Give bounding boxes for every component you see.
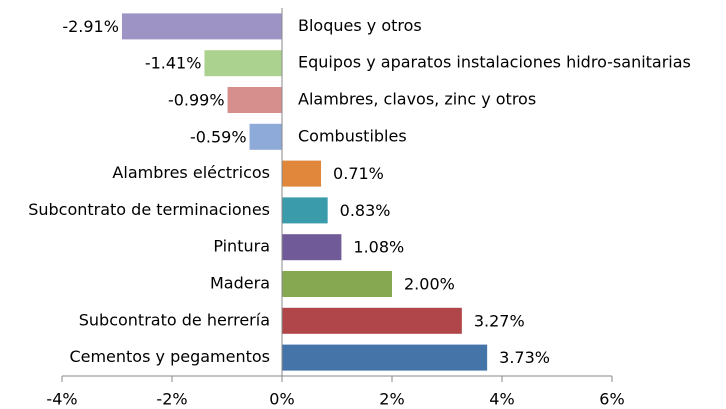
category-label: Alambres eléctricos [112,163,270,182]
category-label: Alambres, clavos, zinc y otros [298,90,536,109]
bar [282,271,392,297]
bar [249,123,282,150]
value-label: 2.00% [404,275,455,294]
value-label: -2.91% [62,17,119,36]
value-label: 1.08% [353,238,404,257]
bar [282,234,342,261]
bar [204,50,282,77]
value-label: -1.41% [145,54,202,73]
value-label: -0.99% [168,91,225,110]
category-label: Bloques y otros [298,16,422,35]
category-label: Cementos y pegamentos [69,347,270,366]
category-label: Subcontrato de terminaciones [28,200,270,219]
x-tick-label: 4% [489,390,514,409]
bar [227,87,282,113]
value-label: 3.27% [474,311,525,330]
category-label: Madera [210,274,270,293]
bar [282,197,328,224]
value-label: 0.83% [340,201,391,220]
x-tick-label: 2% [379,390,404,409]
category-label: Combustibles [298,126,407,145]
x-tick-label: -2% [156,390,187,409]
value-label: 3.73% [499,348,550,367]
value-label: 0.71% [333,164,384,183]
category-label: Equipos y aparatos instalaciones hidro-s… [298,53,691,72]
bar [121,13,282,40]
bar [282,344,488,371]
category-label: Pintura [213,237,270,256]
category-label: Subcontrato de herrería [79,310,270,329]
value-label: -0.59% [190,127,247,146]
bar [282,307,462,334]
bar [282,160,322,187]
x-tick-label: 0% [269,390,294,409]
x-tick-label: 6% [599,390,624,409]
x-tick-label: -4% [46,390,77,409]
